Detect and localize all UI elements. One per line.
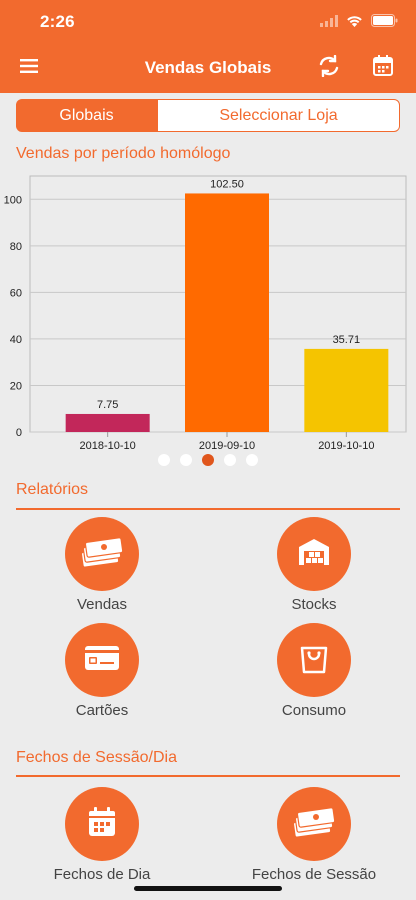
pager-dot[interactable]	[246, 454, 258, 466]
pager-dot[interactable]	[180, 454, 192, 466]
page-title: Vendas Globais	[144, 58, 272, 77]
warehouse-icon	[297, 537, 331, 572]
calendar-button[interactable]	[369, 54, 397, 82]
report-cartoes-circle	[65, 623, 139, 697]
home-indicator[interactable]	[134, 886, 282, 891]
chart-section-title: Vendas por período homólogo	[16, 145, 231, 162]
closures-section-title: Fechos de Sessão/Dia	[16, 749, 177, 766]
pager-dot[interactable]	[224, 454, 236, 466]
y-tick-label: 20	[10, 380, 22, 392]
menu-button[interactable]	[15, 54, 43, 82]
tab-globais[interactable]: Globais	[16, 99, 157, 132]
battery-icon	[371, 14, 398, 32]
bar-value-label: 35.71	[333, 334, 361, 346]
report-consumo[interactable]: Consumo	[239, 623, 389, 719]
status-time: 2:26	[40, 12, 75, 31]
calendar-icon	[87, 806, 117, 843]
shopping-bag-icon	[299, 642, 329, 679]
y-tick-label: 40	[10, 334, 22, 346]
refresh-icon	[317, 54, 341, 82]
chart-bar	[185, 193, 269, 432]
y-tick-label: 100	[4, 194, 22, 206]
report-vendas-label: Vendas	[76, 596, 128, 613]
report-cartoes-label: Cartões	[75, 702, 129, 719]
reports-divider	[16, 508, 400, 510]
closure-fechos-dia[interactable]: Fechos de Dia	[27, 787, 177, 883]
report-vendas-circle	[65, 517, 139, 591]
nav-bar: Vendas Globais	[0, 46, 416, 88]
card-icon	[84, 645, 120, 676]
reports-section-title: Relatórios	[16, 481, 89, 498]
x-tick-label: 2018-10-10	[80, 440, 136, 452]
report-consumo-label: Consumo	[281, 702, 347, 719]
y-tick-label: 0	[16, 427, 22, 439]
wifi-icon	[346, 14, 363, 32]
report-stocks[interactable]: Stocks	[239, 517, 389, 613]
closure-fechos-sessao-label: Fechos de Sessão	[251, 866, 377, 883]
closure-fechos-sessao-circle	[277, 787, 351, 861]
report-cartoes[interactable]: Cartões	[27, 623, 177, 719]
y-tick-label: 60	[10, 287, 22, 299]
x-tick-label: 2019-10-10	[318, 440, 374, 452]
bar-value-label: 7.75	[97, 399, 118, 411]
calendar-icon	[373, 55, 393, 81]
closure-fechos-sessao[interactable]: Fechos de Sessão	[239, 787, 389, 883]
closure-fechos-dia-label: Fechos de Dia	[53, 866, 151, 883]
x-tick-label: 2019-09-10	[199, 440, 255, 452]
report-vendas[interactable]: Vendas	[27, 517, 177, 613]
report-stocks-circle	[277, 517, 351, 591]
report-stocks-label: Stocks	[291, 596, 337, 613]
status-icons	[320, 14, 398, 32]
tab-seleccionar-loja[interactable]: Seleccionar Loja	[157, 99, 400, 132]
bar-value-label: 102.50	[210, 178, 244, 190]
chart-bar	[304, 348, 389, 432]
pager-dot[interactable]	[202, 454, 214, 466]
y-tick-label: 80	[10, 241, 22, 253]
refresh-button[interactable]	[315, 54, 343, 82]
closures-divider	[16, 775, 400, 777]
hamburger-icon	[20, 58, 38, 78]
chart-bar	[65, 413, 150, 432]
bar-chart: 0 20 40 60 80 100 7.75 2018-10-10 102.50 2019-09-…	[4, 175, 407, 452]
chart-pager[interactable]	[0, 454, 416, 466]
money-icon	[292, 806, 336, 843]
closure-fechos-dia-circle	[65, 787, 139, 861]
signal-icon	[320, 14, 338, 32]
money-icon	[80, 536, 124, 573]
report-consumo-circle	[277, 623, 351, 697]
top-bar: 2:26 Vendas Globais	[0, 0, 416, 93]
pager-dot[interactable]	[158, 454, 170, 466]
